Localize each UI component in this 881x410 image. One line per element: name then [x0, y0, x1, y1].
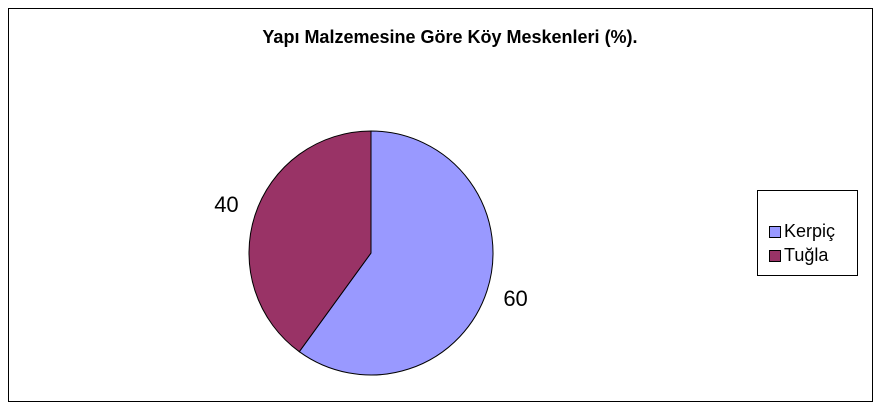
legend-swatch	[769, 226, 781, 238]
data-label: 40	[214, 192, 238, 217]
chart-title: Yapı Malzemesine Göre Köy Meskenleri (%)…	[262, 27, 637, 47]
legend-swatch	[769, 250, 781, 262]
data-label: 60	[503, 286, 527, 311]
legend-label: Tuğla	[784, 245, 829, 265]
pie-slice	[248, 130, 372, 353]
pie-slice	[298, 130, 494, 376]
legend-label: Kerpiç	[784, 221, 835, 241]
